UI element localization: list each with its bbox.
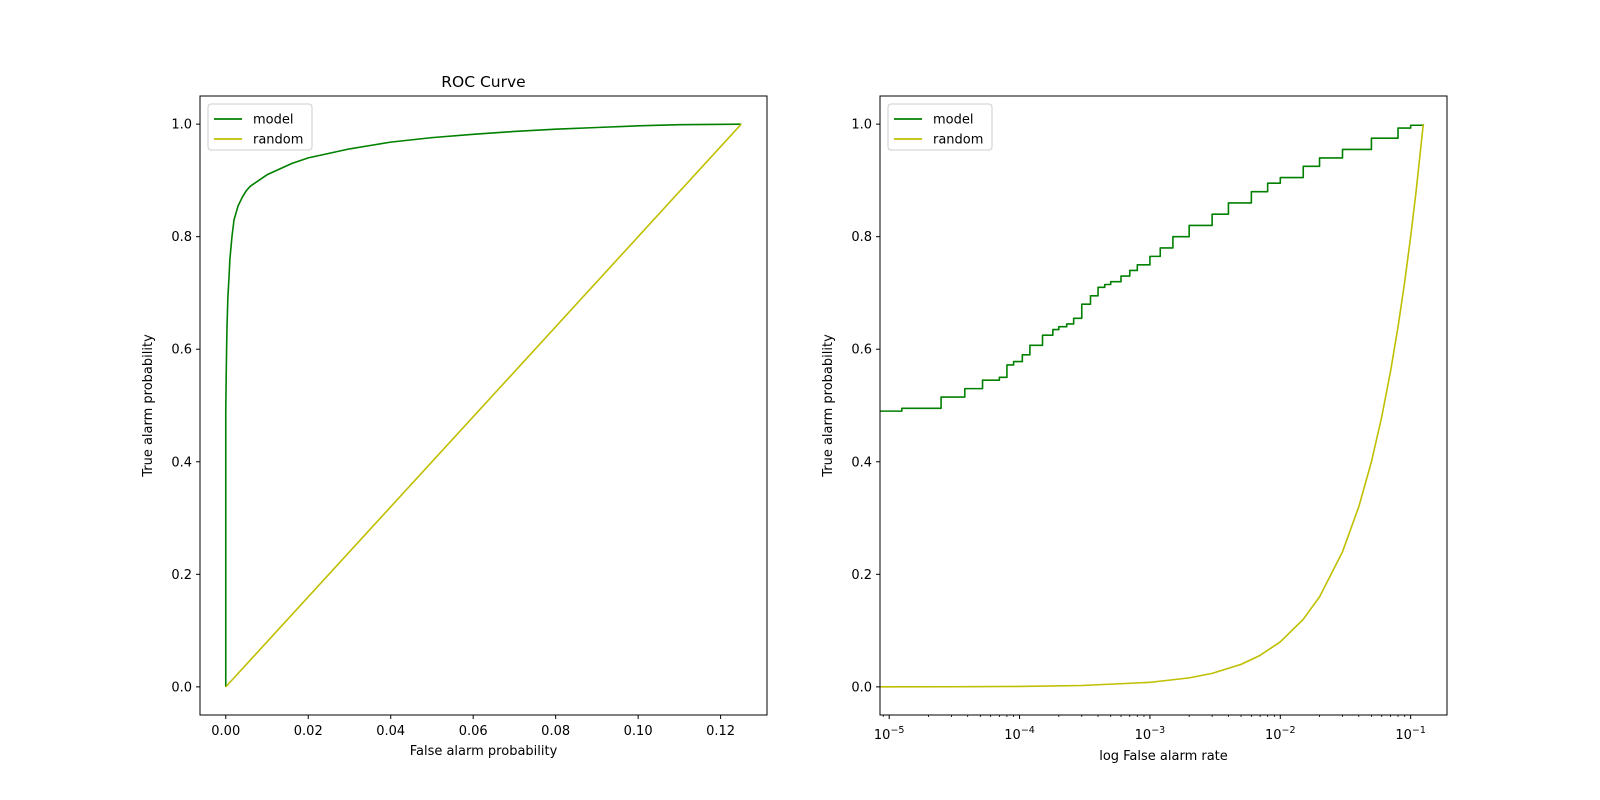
chart-panel-2: 0.0 0.2 0.4 0.6 0.8 1.0 10−5 10−4 10−3 10−2 10−1 lo… — [821, 95, 1448, 764]
y-tick-label: 0.8 — [171, 230, 192, 245]
y-tick-label: 0.0 — [851, 680, 872, 695]
legend: model random — [887, 103, 993, 151]
series-line-model — [880, 124, 1425, 412]
y-tick-label: 0.4 — [171, 455, 192, 470]
y-axis-label: True alarm probability — [141, 334, 156, 478]
legend: model random — [207, 103, 313, 151]
y-tick-label: 0.6 — [851, 343, 872, 358]
x-tick-label: 0.04 — [376, 724, 405, 739]
chart-title: ROC Curve — [441, 73, 525, 91]
legend-label-model: model — [933, 113, 973, 128]
series-line-random — [880, 124, 1425, 688]
legend-label-random: random — [933, 133, 983, 148]
series-line-model — [224, 123, 742, 687]
y-tick-label: 0.0 — [171, 680, 192, 695]
y-tick-label: 1.0 — [171, 118, 192, 133]
x-axis-label: log False alarm rate — [1099, 749, 1228, 764]
axes-frame — [199, 95, 768, 716]
x-axis-label: False alarm probability — [410, 744, 558, 759]
y-tick-label: 0.2 — [171, 568, 192, 583]
chart-panel-1: 0.0 0.2 0.4 0.6 0.8 1.0 0.00 0.02 0.04 0.06 0.08 0.… — [141, 73, 768, 759]
y-tick-label: 0.8 — [851, 230, 872, 245]
y-tick-label: 0.6 — [171, 343, 192, 358]
x-tick-label: 10−4 — [1004, 725, 1035, 743]
y-tick-label: 0.2 — [851, 568, 872, 583]
x-tick-label: 0.08 — [541, 724, 570, 739]
x-tick-label: 0.10 — [624, 724, 653, 739]
x-tick-label: 0.12 — [706, 724, 735, 739]
legend-label-model: model — [253, 113, 293, 128]
legend-label-random: random — [253, 133, 303, 148]
x-tick-label: 0.00 — [211, 724, 240, 739]
x-tick-label: 10−5 — [874, 725, 905, 743]
series-line-random — [225, 123, 742, 688]
y-tick-label: 0.4 — [851, 455, 872, 470]
x-tick-label: 0.06 — [459, 724, 488, 739]
x-tick-label: 0.02 — [294, 724, 323, 739]
y-axis-label: True alarm probability — [821, 334, 836, 478]
x-tick-label: 10−1 — [1395, 725, 1426, 743]
axes-frame — [879, 95, 1448, 716]
y-tick-label: 1.0 — [851, 118, 872, 133]
x-tick-label: 10−3 — [1135, 725, 1166, 743]
x-tick-label: 10−2 — [1265, 725, 1296, 743]
